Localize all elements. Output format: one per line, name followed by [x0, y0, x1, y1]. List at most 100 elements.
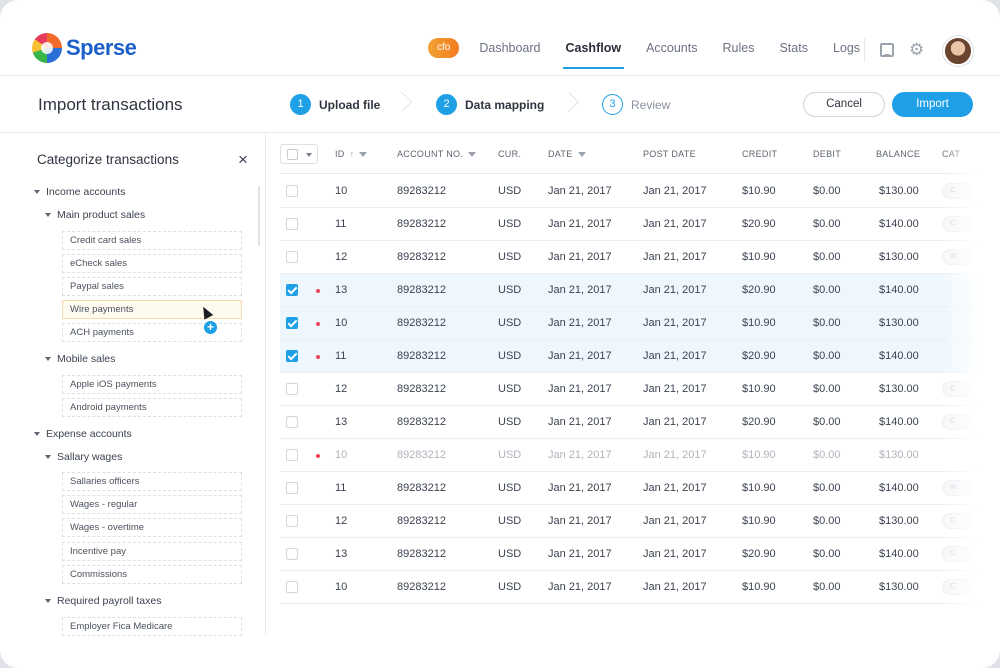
tree-group-income[interactable]: Income accounts: [34, 186, 125, 198]
table-row[interactable]: 13 89283212 USD Jan 21, 2017 Jan 21, 2017 $20…: [280, 538, 980, 571]
row-checkbox[interactable]: [286, 449, 298, 461]
column-header-credit[interactable]: CREDIT: [742, 149, 778, 159]
row-checkbox[interactable]: [286, 416, 298, 428]
tree-group-label: Required payroll taxes: [57, 595, 162, 607]
nav-cashflow[interactable]: Cashflow: [562, 41, 624, 69]
filter-icon[interactable]: [577, 152, 586, 158]
category-chip[interactable]: C: [942, 513, 972, 529]
category-item[interactable]: Wages - overtime: [62, 518, 242, 537]
nav-logs[interactable]: Logs: [832, 41, 861, 55]
logo[interactable]: Sperse: [32, 33, 137, 63]
cell-credit: $10.90: [742, 581, 776, 593]
tree-group-main-product[interactable]: Main product sales: [45, 209, 145, 221]
nav-dashboard[interactable]: Dashboard: [479, 41, 541, 55]
cell-account: 89283212: [397, 185, 446, 197]
table-row[interactable]: 12 89283212 USD Jan 21, 2017 Jan 21, 2017 $10…: [280, 505, 980, 538]
table-row[interactable]: 13 89283212 USD Jan 21, 2017 Jan 21, 2017 $20…: [280, 274, 980, 307]
cancel-button[interactable]: Cancel: [803, 92, 885, 117]
table-row[interactable]: 11 89283212 USD Jan 21, 2017 Jan 21, 2017 $20…: [280, 340, 980, 373]
cell-account: 89283212: [397, 515, 446, 527]
category-chip[interactable]: C: [942, 546, 972, 562]
category-item[interactable]: Incentive pay: [62, 542, 242, 561]
cell-cur: USD: [498, 416, 522, 428]
category-item[interactable]: Paypal sales: [62, 277, 242, 296]
cell-credit: $10.90: [742, 482, 776, 494]
tree-group-label: Main product sales: [57, 209, 146, 221]
step-upload-file[interactable]: 1 Upload file: [290, 94, 380, 115]
row-checkbox[interactable]: [286, 284, 298, 296]
row-checkbox[interactable]: [286, 581, 298, 593]
cell-account: 89283212: [397, 449, 446, 461]
table-row[interactable]: 13 89283212 USD Jan 21, 2017 Jan 21, 2017 $20…: [280, 406, 980, 439]
gear-icon[interactable]: ⚙: [909, 40, 925, 59]
category-item[interactable]: Credit card sales: [62, 231, 242, 250]
cell-balance: $130.00: [879, 515, 919, 527]
cell-account: 89283212: [397, 284, 446, 296]
tree-group-salary[interactable]: Sallary wages: [45, 451, 122, 463]
tree-group-expense[interactable]: Expense accounts: [34, 428, 132, 440]
close-icon[interactable]: ×: [238, 150, 248, 169]
column-header-post-date[interactable]: POST DATE: [643, 149, 696, 159]
table-row[interactable]: 10 89283212 USD Jan 21, 2017 Jan 21, 2017 $10…: [280, 439, 980, 472]
row-checkbox[interactable]: [286, 515, 298, 527]
table-row[interactable]: 10 89283212 USD Jan 21, 2017 Jan 21, 2017 $10…: [280, 307, 980, 340]
cell-credit: $10.90: [742, 383, 776, 395]
filter-icon[interactable]: [468, 152, 477, 158]
category-item[interactable]: ACH payments: [62, 323, 242, 342]
chat-icon[interactable]: [880, 43, 894, 57]
category-item[interactable]: Wages - regular: [62, 495, 242, 514]
column-header-currency[interactable]: CUR.: [498, 149, 522, 159]
cell-debit: $0.00: [813, 284, 841, 296]
table-row[interactable]: 11 89283212 USD Jan 21, 2017 Jan 21, 2017 $20…: [280, 208, 980, 241]
avatar[interactable]: [943, 36, 973, 66]
step-data-mapping[interactable]: 2 Data mapping: [436, 94, 544, 115]
step-review[interactable]: 3 Review: [602, 94, 670, 115]
cell-credit: $20.90: [742, 548, 776, 560]
category-item[interactable]: Apple iOS payments: [62, 375, 242, 394]
table-row[interactable]: 11 89283212 USD Jan 21, 2017 Jan 21, 2017 $10…: [280, 472, 980, 505]
cfo-badge[interactable]: cfo: [428, 38, 460, 58]
category-item[interactable]: eCheck sales: [62, 254, 242, 273]
import-button[interactable]: Import: [892, 92, 973, 117]
column-header-debit[interactable]: DEBIT: [813, 149, 842, 159]
category-chip[interactable]: C: [942, 183, 972, 199]
column-header-account[interactable]: ACCOUNT NO.: [397, 149, 477, 159]
category-chip[interactable]: C: [942, 414, 972, 430]
row-checkbox[interactable]: [286, 251, 298, 263]
nav-stats[interactable]: Stats: [779, 41, 808, 55]
tree-group-payroll[interactable]: Required payroll taxes: [45, 595, 161, 607]
column-header-id[interactable]: ID ↑: [335, 149, 368, 159]
category-chip[interactable]: W: [942, 480, 972, 496]
category-item[interactable]: Android payments: [62, 398, 242, 417]
category-chip[interactable]: C: [942, 579, 972, 595]
row-checkbox[interactable]: [286, 482, 298, 494]
category-item[interactable]: Commissions: [62, 565, 242, 584]
category-item[interactable]: Employer Fica Medicare: [62, 617, 242, 636]
category-chip[interactable]: C: [942, 216, 972, 232]
table-row[interactable]: 12 89283212 USD Jan 21, 2017 Jan 21, 2017 $10…: [280, 373, 980, 406]
column-header-category[interactable]: CAT: [942, 149, 961, 159]
category-item-drop-target[interactable]: Wire payments: [62, 300, 242, 319]
sidebar-scrollbar[interactable]: [258, 186, 260, 246]
tree-group-mobile[interactable]: Mobile sales: [45, 353, 115, 365]
column-header-date[interactable]: DATE: [548, 149, 586, 159]
cell-debit: $0.00: [813, 251, 841, 263]
row-checkbox[interactable]: [286, 383, 298, 395]
column-header-balance[interactable]: BALANCE: [876, 149, 921, 159]
row-checkbox[interactable]: [286, 548, 298, 560]
select-all-dropdown[interactable]: [280, 144, 318, 164]
category-chip[interactable]: W: [942, 249, 972, 265]
table-row[interactable]: 12 89283212 USD Jan 21, 2017 Jan 21, 2017 $10…: [280, 241, 980, 274]
nav-rules[interactable]: Rules: [722, 41, 755, 55]
table-row[interactable]: 10 89283212 USD Jan 21, 2017 Jan 21, 2017 $10…: [280, 175, 980, 208]
sort-arrow-icon[interactable]: ↑: [349, 149, 355, 159]
filter-icon[interactable]: [359, 152, 368, 158]
nav-accounts[interactable]: Accounts: [646, 41, 698, 55]
category-item[interactable]: Sallaries officers: [62, 472, 242, 491]
row-checkbox[interactable]: [286, 317, 298, 329]
row-checkbox[interactable]: [286, 185, 298, 197]
table-row[interactable]: 10 89283212 USD Jan 21, 2017 Jan 21, 2017 $10…: [280, 571, 980, 604]
row-checkbox[interactable]: [286, 218, 298, 230]
category-chip[interactable]: C: [942, 381, 972, 397]
row-checkbox[interactable]: [286, 350, 298, 362]
